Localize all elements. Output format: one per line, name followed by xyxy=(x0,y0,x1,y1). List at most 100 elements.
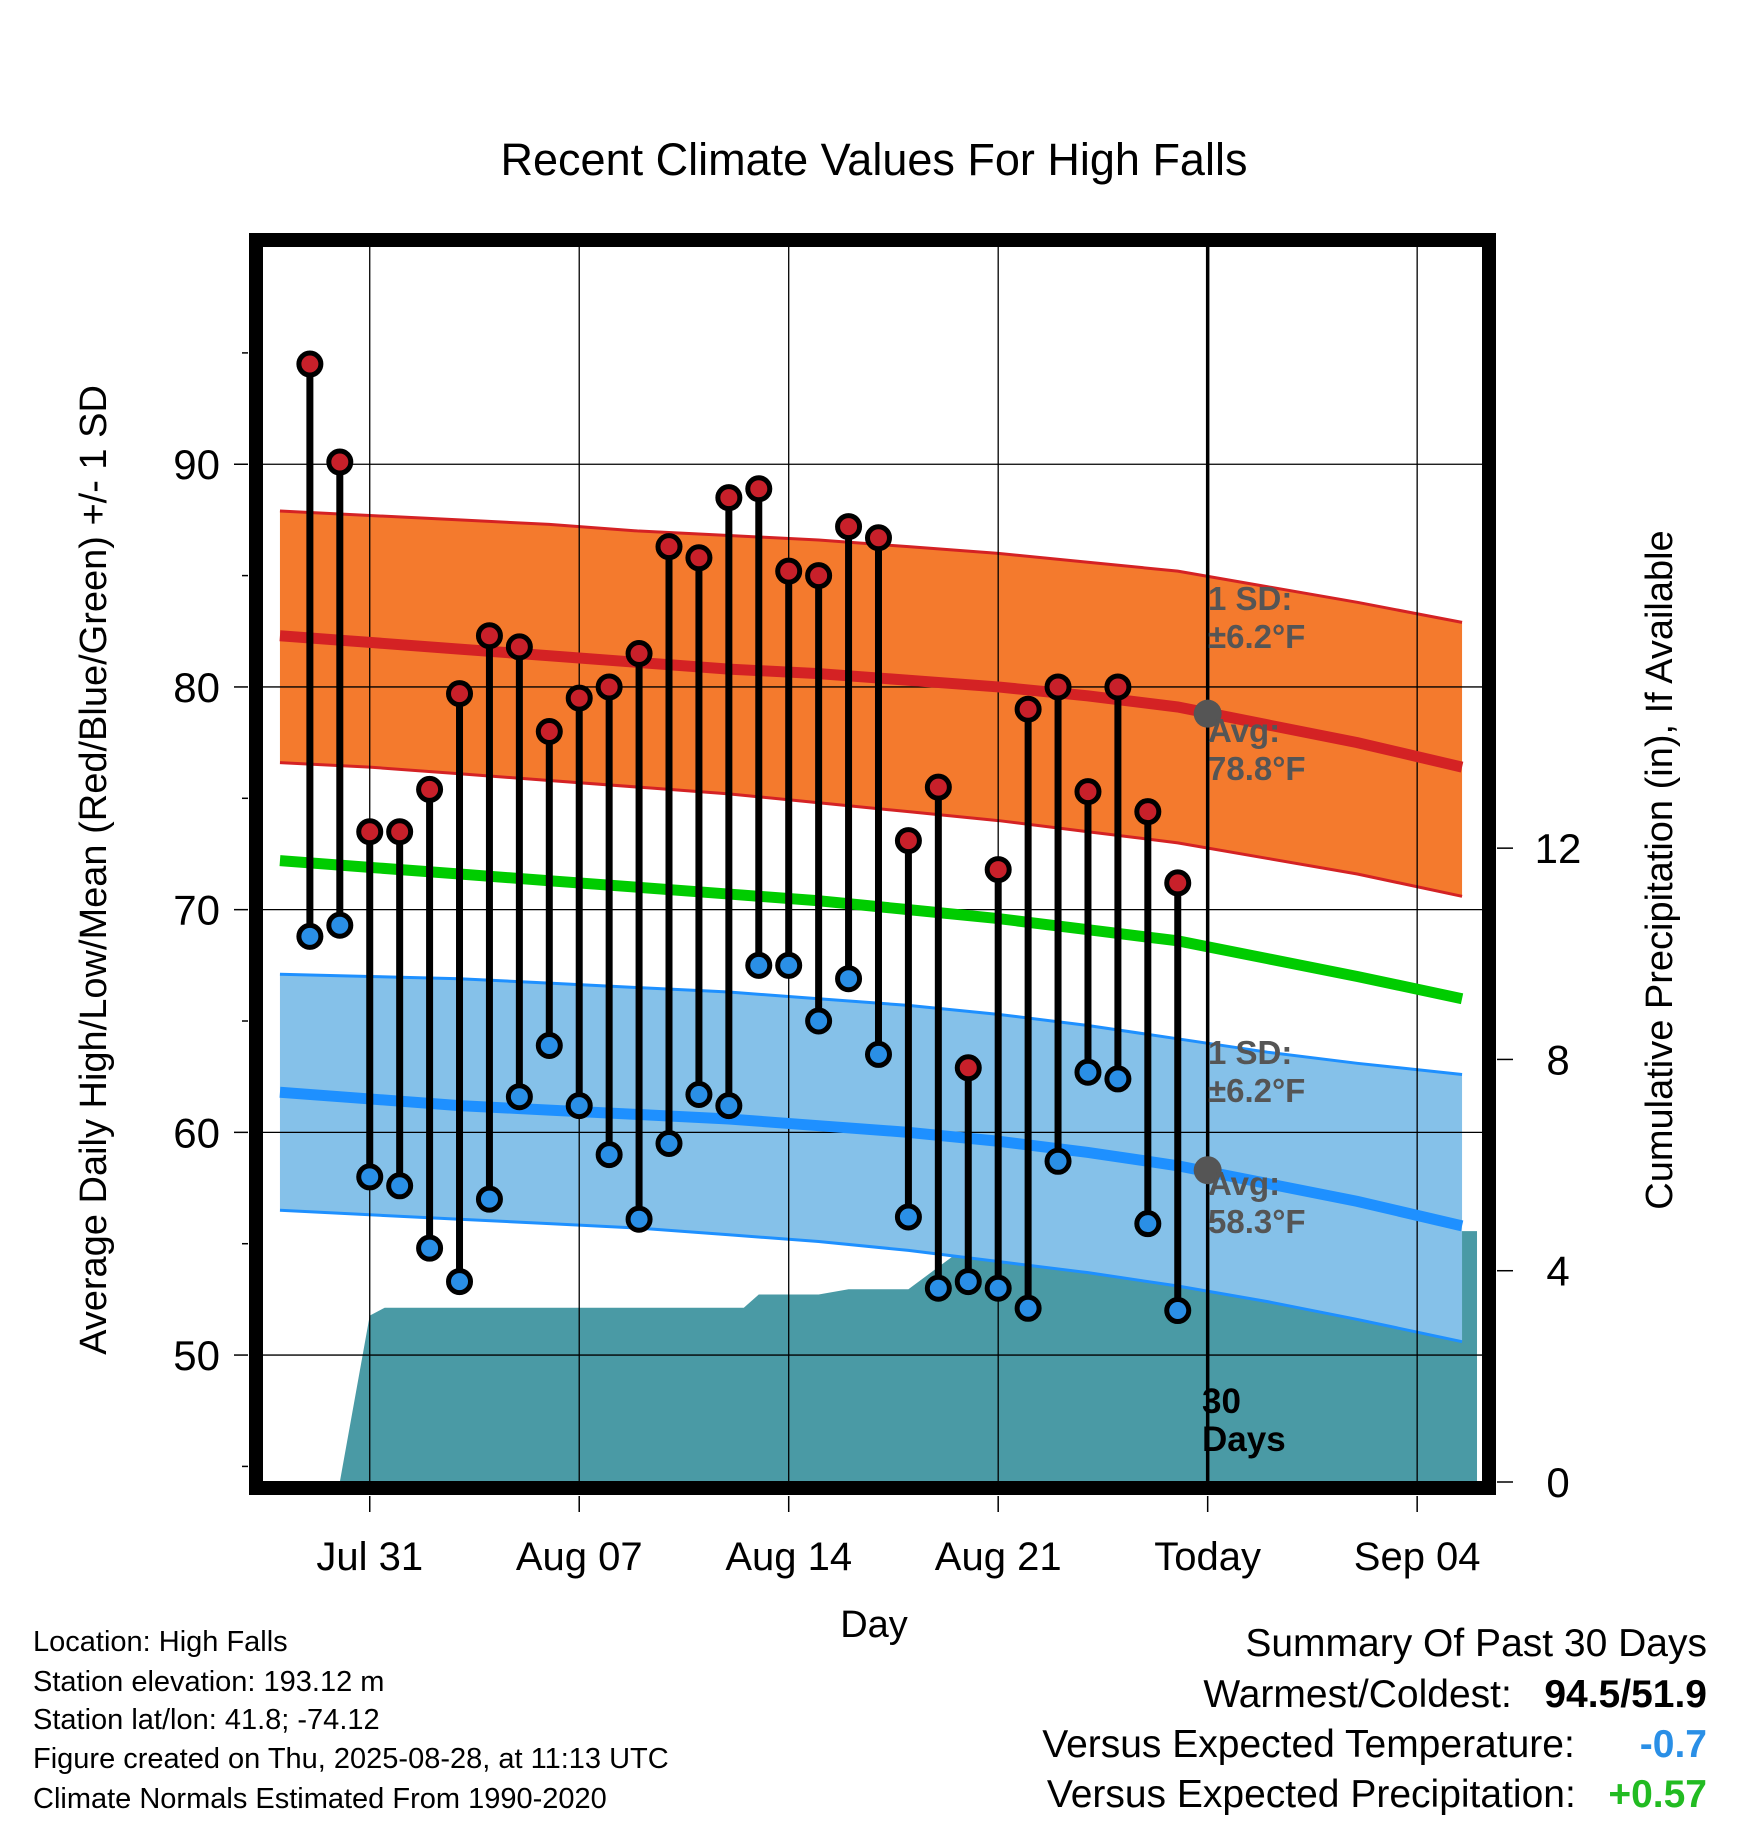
daily-low-point xyxy=(805,1007,833,1035)
daily-low-point xyxy=(1074,1058,1102,1086)
daily-high-point xyxy=(1104,673,1132,701)
info-normals: Climate Normals Estimated From 1990-2020 xyxy=(33,1783,607,1815)
daily-high-point xyxy=(535,717,563,745)
y-tick-label: 60 xyxy=(173,1109,220,1156)
warm-cold-slash: / xyxy=(1620,1673,1632,1716)
x-tick-label: Sep 04 xyxy=(1354,1535,1481,1579)
summary-precipitation: Versus Expected Precipitation: +0.57 xyxy=(1047,1775,1707,1815)
x-tick-label: Aug 07 xyxy=(516,1535,643,1579)
daily-high-point xyxy=(505,633,533,661)
daily-high-point xyxy=(655,533,683,561)
high-sd-annotation-line: 1 SD: xyxy=(1208,580,1292,617)
summary-title: Summary Of Past 30 Days xyxy=(1245,1622,1707,1665)
daily-high-point xyxy=(386,818,414,846)
daily-high-point xyxy=(894,827,922,855)
y-tick-label: 80 xyxy=(173,664,220,711)
y2-tick-label: 12 xyxy=(1535,825,1582,872)
daily-high-point xyxy=(864,524,892,552)
warmest-value: 94.5 xyxy=(1544,1673,1621,1716)
daily-low-point xyxy=(864,1040,892,1068)
high-avg-annotation-line: Avg: xyxy=(1208,712,1280,749)
daily-low-point xyxy=(954,1268,982,1296)
daily-low-point xyxy=(1044,1147,1072,1175)
daily-high-point xyxy=(625,640,653,668)
summary-temperature: Versus Expected Temperature: -0.7 xyxy=(1042,1725,1707,1765)
x-tick-label: Jul 31 xyxy=(316,1535,423,1579)
daily-low-point xyxy=(894,1203,922,1231)
low-avg-annotation-line: 58.3°F xyxy=(1208,1203,1306,1240)
high-avg-annotation-line: 78.8°F xyxy=(1208,750,1306,787)
info-elevation: Station elevation: 193.12 m xyxy=(33,1666,385,1698)
daily-high-point xyxy=(805,562,833,590)
warm-cold-label: Warmest/Coldest: xyxy=(1203,1673,1512,1716)
daily-high-point xyxy=(1164,869,1192,897)
precip-value: +0.57 xyxy=(1608,1773,1707,1816)
daily-high-point xyxy=(416,775,444,803)
daily-high-point xyxy=(296,350,324,378)
daily-low-point xyxy=(1104,1065,1132,1093)
daily-low-point xyxy=(1134,1210,1162,1238)
info-location: Location: High Falls xyxy=(33,1626,288,1658)
daily-high-point xyxy=(475,622,503,650)
y2-tick-label: 8 xyxy=(1546,1036,1569,1083)
daily-low-point xyxy=(625,1205,653,1233)
days-annotation-line: Days xyxy=(1202,1420,1286,1459)
coldest-value: 51.9 xyxy=(1631,1673,1707,1716)
low-sd-annotation-line: ±6.2°F xyxy=(1208,1072,1305,1109)
daily-low-point xyxy=(1014,1294,1042,1322)
daily-low-point xyxy=(446,1268,474,1296)
daily-low-point xyxy=(835,965,863,993)
y-tick-label: 50 xyxy=(173,1332,220,1379)
high-sd-annotation-line: ±6.2°F xyxy=(1208,618,1305,655)
daily-low-point xyxy=(745,951,773,979)
low-sd-band xyxy=(279,974,1463,1342)
chart-title: Recent Climate Values For High Falls xyxy=(501,134,1248,185)
x-tick-label: Aug 21 xyxy=(935,1535,1062,1579)
summary-warm-cold: Warmest/Coldest: 94.5/51.9 xyxy=(1203,1675,1707,1715)
daily-low-point xyxy=(356,1163,384,1191)
high-sd-annotation: 1 SD: ±6.2°F xyxy=(1208,580,1305,655)
plot-content xyxy=(262,246,1483,1482)
mean-average-line xyxy=(279,855,1464,1005)
daily-low-point xyxy=(655,1129,683,1157)
daily-high-point xyxy=(715,484,743,512)
y2-tick-label: 4 xyxy=(1546,1248,1569,1295)
daily-low-point xyxy=(1164,1297,1192,1325)
low-avg-annotation: Avg: 58.3°F xyxy=(1208,1165,1306,1240)
daily-high-point xyxy=(685,544,713,572)
low-avg-annotation-line: Avg: xyxy=(1208,1165,1280,1202)
low-sd-band-lower-edge xyxy=(279,1208,1463,1344)
high-sd-band xyxy=(279,511,1463,897)
low-average-line xyxy=(279,1086,1464,1232)
daily-high-point xyxy=(775,557,803,585)
daily-low-point xyxy=(715,1092,743,1120)
daily-low-point xyxy=(775,951,803,979)
y-tick-label: 70 xyxy=(173,887,220,934)
daily-low-point xyxy=(595,1141,623,1169)
daily-high-point xyxy=(954,1054,982,1082)
daily-low-point xyxy=(475,1185,503,1213)
high-sd-band-lower-edge xyxy=(279,761,1463,898)
y2-tick-label: 0 xyxy=(1546,1459,1569,1506)
today-high-avg-marker xyxy=(1193,699,1222,728)
high-sd-band-upper-edge xyxy=(279,509,1463,624)
days-annotation: 30 Days xyxy=(1202,1382,1286,1459)
temp-label: Versus Expected Temperature: xyxy=(1042,1723,1575,1766)
low-sd-annotation: 1 SD: ±6.2°F xyxy=(1208,1034,1305,1109)
x-tick-label: Aug 14 xyxy=(725,1535,852,1579)
daily-low-point xyxy=(535,1032,563,1060)
daily-high-point xyxy=(1074,778,1102,806)
daily-high-point xyxy=(745,475,773,503)
daily-low-point xyxy=(326,911,354,939)
daily-low-point xyxy=(685,1080,713,1108)
daily-high-point xyxy=(984,856,1012,884)
daily-low-point xyxy=(416,1234,444,1262)
today-low-avg-marker xyxy=(1193,1156,1222,1185)
low-sd-band-upper-edge xyxy=(279,972,1463,1076)
daily-high-point xyxy=(1044,673,1072,701)
days-annotation-line: 30 xyxy=(1202,1382,1241,1421)
daily-low-point xyxy=(296,922,324,950)
info-latlon: Station lat/lon: 41.8; -74.12 xyxy=(33,1704,380,1736)
temp-value: -0.7 xyxy=(1639,1723,1707,1766)
